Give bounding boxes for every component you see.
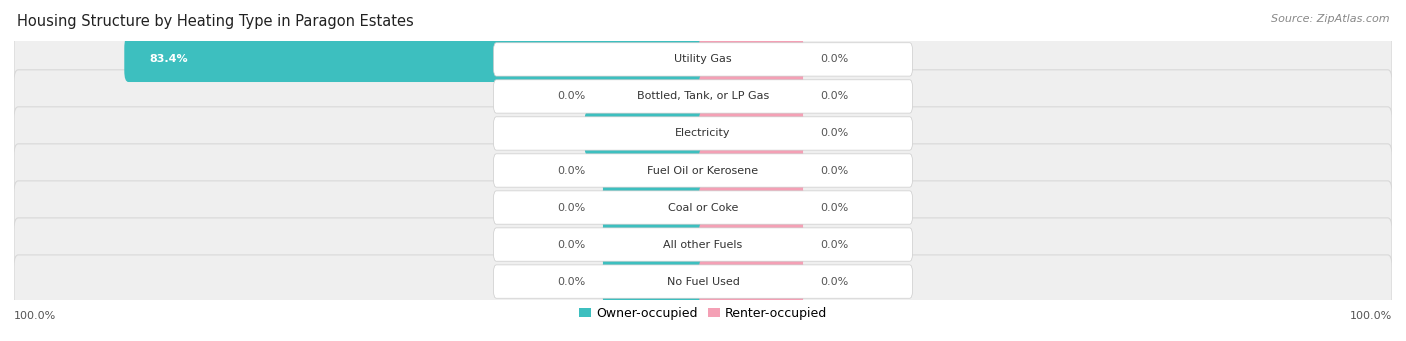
Text: 0.0%: 0.0%: [558, 91, 586, 102]
FancyBboxPatch shape: [494, 80, 912, 113]
Text: 0.0%: 0.0%: [558, 239, 586, 250]
FancyBboxPatch shape: [602, 259, 707, 304]
Text: Housing Structure by Heating Type in Paragon Estates: Housing Structure by Heating Type in Par…: [17, 14, 413, 29]
Text: Bottled, Tank, or LP Gas: Bottled, Tank, or LP Gas: [637, 91, 769, 102]
Text: 0.0%: 0.0%: [820, 239, 848, 250]
Text: 0.0%: 0.0%: [558, 203, 586, 212]
Text: 0.0%: 0.0%: [820, 203, 848, 212]
Text: Source: ZipAtlas.com: Source: ZipAtlas.com: [1271, 14, 1389, 24]
Text: 0.0%: 0.0%: [558, 277, 586, 286]
Text: Electricity: Electricity: [675, 129, 731, 138]
FancyBboxPatch shape: [699, 74, 804, 119]
Text: Utility Gas: Utility Gas: [675, 55, 731, 64]
Text: All other Fuels: All other Fuels: [664, 239, 742, 250]
FancyBboxPatch shape: [699, 222, 804, 267]
Text: No Fuel Used: No Fuel Used: [666, 277, 740, 286]
FancyBboxPatch shape: [602, 185, 707, 230]
FancyBboxPatch shape: [494, 154, 912, 187]
Legend: Owner-occupied, Renter-occupied: Owner-occupied, Renter-occupied: [574, 302, 832, 325]
FancyBboxPatch shape: [699, 37, 804, 82]
Text: 0.0%: 0.0%: [820, 277, 848, 286]
FancyBboxPatch shape: [494, 265, 912, 298]
FancyBboxPatch shape: [14, 181, 1392, 234]
FancyBboxPatch shape: [494, 191, 912, 224]
FancyBboxPatch shape: [585, 111, 707, 156]
Text: 100.0%: 100.0%: [1350, 311, 1392, 321]
FancyBboxPatch shape: [494, 117, 912, 150]
FancyBboxPatch shape: [14, 33, 1392, 86]
FancyBboxPatch shape: [602, 74, 707, 119]
FancyBboxPatch shape: [14, 218, 1392, 271]
Text: 0.0%: 0.0%: [820, 165, 848, 176]
FancyBboxPatch shape: [699, 111, 804, 156]
FancyBboxPatch shape: [124, 37, 707, 82]
Text: 16.6%: 16.6%: [609, 129, 648, 138]
Text: 0.0%: 0.0%: [558, 165, 586, 176]
FancyBboxPatch shape: [699, 259, 804, 304]
Text: 83.4%: 83.4%: [149, 55, 188, 64]
FancyBboxPatch shape: [14, 144, 1392, 197]
Text: Coal or Coke: Coal or Coke: [668, 203, 738, 212]
Text: 0.0%: 0.0%: [820, 91, 848, 102]
FancyBboxPatch shape: [494, 228, 912, 261]
FancyBboxPatch shape: [602, 148, 707, 193]
FancyBboxPatch shape: [494, 43, 912, 76]
Text: 0.0%: 0.0%: [820, 55, 848, 64]
FancyBboxPatch shape: [14, 70, 1392, 123]
Text: 0.0%: 0.0%: [820, 129, 848, 138]
FancyBboxPatch shape: [699, 185, 804, 230]
FancyBboxPatch shape: [699, 148, 804, 193]
FancyBboxPatch shape: [14, 107, 1392, 160]
FancyBboxPatch shape: [602, 222, 707, 267]
Text: 100.0%: 100.0%: [14, 311, 56, 321]
FancyBboxPatch shape: [14, 255, 1392, 308]
Text: Fuel Oil or Kerosene: Fuel Oil or Kerosene: [647, 165, 759, 176]
